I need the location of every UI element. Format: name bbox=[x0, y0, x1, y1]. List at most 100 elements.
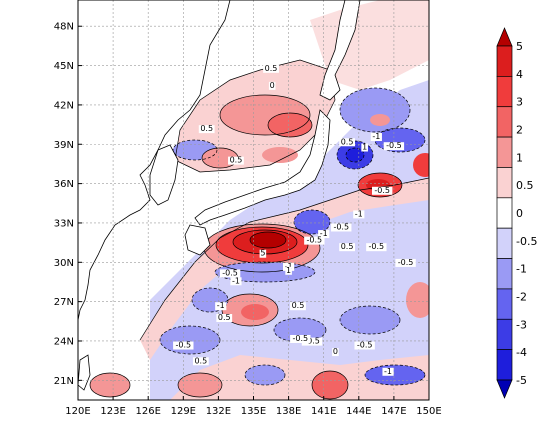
gridlines bbox=[78, 0, 429, 400]
contour-label: -0.5 bbox=[374, 186, 390, 195]
contour-label-bg bbox=[332, 348, 339, 357]
lon-tick-label: 129E bbox=[171, 406, 196, 417]
lat-tick-label: 27N bbox=[54, 297, 74, 308]
contour-label-bg bbox=[263, 64, 279, 73]
contour-label-bg bbox=[215, 302, 227, 311]
lon-tick-label: 144E bbox=[346, 406, 371, 417]
contour-label-bg bbox=[173, 341, 194, 350]
south-blue-6 bbox=[245, 365, 285, 385]
contour-label: -0.5 bbox=[333, 223, 349, 232]
east-blue-2b bbox=[346, 148, 364, 162]
colorbar-top-arrow bbox=[496, 27, 513, 47]
lon-tick-label: 138E bbox=[276, 406, 301, 417]
contour-labels: 0.500.50.50.5-11 -0.5-0.5-1-0.5-1-0.50.5-… bbox=[173, 64, 416, 376]
contour-label-bg bbox=[318, 230, 330, 239]
honshu bbox=[194, 109, 331, 226]
contour-label-bg bbox=[339, 138, 355, 147]
contour-label: 0.5 bbox=[265, 64, 278, 73]
contour-label-bg bbox=[366, 243, 387, 252]
colorbar-segment bbox=[496, 136, 513, 168]
contour-label: -1 bbox=[217, 301, 225, 310]
colorbar-label: 0 bbox=[516, 207, 523, 220]
east-red-3 bbox=[370, 114, 390, 126]
south-blue-4 bbox=[340, 306, 400, 334]
lon-tick-label: 141E bbox=[311, 406, 336, 417]
contour-label-bg bbox=[192, 357, 209, 366]
korea-peninsula bbox=[149, 144, 179, 206]
colorbar-bottom-arrow bbox=[496, 379, 513, 399]
colorbar-label: 0.5 bbox=[516, 179, 534, 192]
contour-label: 0.5 bbox=[341, 137, 354, 146]
lat-tick-label: 30N bbox=[54, 258, 74, 269]
lon-tick-label: 150E bbox=[416, 406, 441, 417]
south-red-2 bbox=[241, 304, 269, 320]
contour-label-bg bbox=[372, 186, 393, 195]
lat-tick-label: 36N bbox=[54, 179, 74, 190]
contour-label-bg bbox=[198, 125, 215, 134]
contour-label-bg bbox=[301, 337, 323, 346]
contour-label: -0.5 bbox=[307, 236, 323, 245]
lon-tick-label: 126E bbox=[135, 406, 160, 417]
asia-mainland bbox=[78, 0, 231, 321]
colorbar-segment bbox=[496, 258, 513, 290]
contour-label: 0.5 bbox=[341, 242, 354, 251]
colorbar-segment bbox=[496, 106, 513, 138]
contour-label: -1 bbox=[372, 132, 380, 141]
lat-tick-label: 24N bbox=[54, 336, 74, 347]
colorbar-segment bbox=[496, 76, 513, 108]
contour-label-bg bbox=[285, 266, 292, 275]
contour-label: -0.5 bbox=[386, 141, 402, 150]
colorbar: 5 4 3 2 1 0.5 0 -0.5 -1 -2 -3 -4 -5 bbox=[496, 27, 537, 399]
contour-label: -1 bbox=[232, 276, 240, 285]
contour-label: 0.5 bbox=[200, 124, 213, 133]
kyushu bbox=[184, 224, 211, 256]
contour-label-bg bbox=[382, 367, 394, 376]
south-red-6 bbox=[406, 282, 429, 318]
colorbar-label: 3 bbox=[516, 96, 523, 109]
colorbar-segment bbox=[496, 318, 513, 350]
contour-label: 0.5 bbox=[230, 156, 243, 165]
contour-label: 0.5 bbox=[292, 301, 305, 310]
sakhalin-hokkaido bbox=[319, 0, 361, 101]
contour-label-bg bbox=[216, 314, 233, 322]
negative-contour-lines bbox=[159, 87, 426, 386]
colorbar-label: 2 bbox=[516, 124, 523, 137]
contour-label: 5 bbox=[260, 249, 265, 258]
lon-tick-label: 147E bbox=[381, 406, 406, 417]
contour-label-bg bbox=[395, 258, 416, 267]
contour-label: -0.5 bbox=[369, 242, 385, 251]
contour-label-bg bbox=[290, 302, 306, 311]
contour-label-bg bbox=[290, 334, 311, 343]
colorbar-segment bbox=[496, 227, 513, 259]
contour-label-bg bbox=[361, 143, 368, 152]
contour-label: -0.5 bbox=[222, 268, 238, 277]
contour-label: -1 bbox=[320, 229, 328, 238]
eddy-blue-east bbox=[294, 210, 330, 234]
lon-tick-label: 120E bbox=[65, 406, 90, 417]
contour-label-bg bbox=[304, 236, 325, 245]
lat-tick-label: 42N bbox=[54, 100, 74, 111]
lon-tick-label: 135E bbox=[241, 406, 266, 417]
lon-tick-label: 123E bbox=[100, 406, 125, 417]
contour-label: -1 bbox=[384, 367, 392, 376]
colorbar-label: 5 bbox=[516, 40, 523, 53]
contour-label: 1 bbox=[286, 266, 291, 275]
contour-label-bg bbox=[228, 156, 244, 165]
contour-label-bg bbox=[354, 341, 375, 350]
south-pink-band bbox=[170, 355, 429, 400]
contour-label: -0.5 bbox=[175, 341, 191, 350]
contour-label: -0.5 bbox=[357, 341, 373, 350]
contour-label-bg bbox=[230, 277, 242, 286]
lat-tick-label: 33N bbox=[54, 218, 74, 229]
contour-label: 1 bbox=[362, 143, 367, 152]
south-blue-5 bbox=[365, 365, 425, 385]
lat-tick-labels: 21N 24N 27N 30N 33N 36N 39N 42N 45N 48N bbox=[54, 22, 82, 387]
colorbar-label: -2 bbox=[516, 291, 527, 304]
contour-label: -1 bbox=[355, 209, 363, 218]
contour-label-bg bbox=[383, 142, 405, 151]
contour-label-bg bbox=[259, 249, 267, 258]
contour-label-bg bbox=[370, 133, 382, 142]
lat-tick-label: 39N bbox=[54, 140, 74, 151]
colorbar-label: -1 bbox=[516, 263, 527, 276]
